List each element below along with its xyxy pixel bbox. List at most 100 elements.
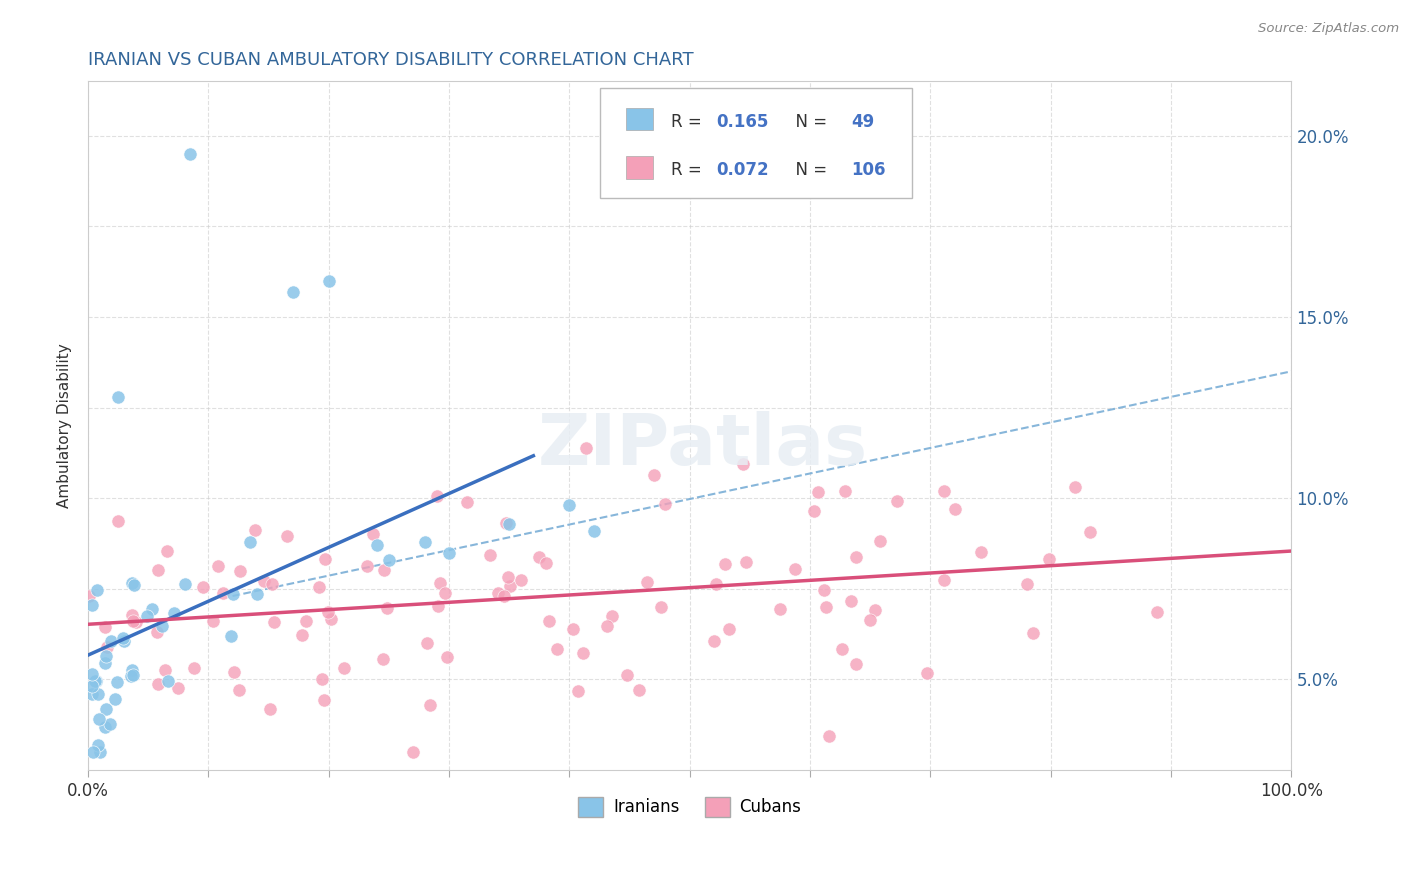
Point: [1038, 552, 1060, 566]
Point: [80, 598, 103, 612]
Point: [970, 545, 993, 559]
Point: [915, 665, 938, 680]
Text: N =: N =: [785, 161, 832, 179]
Point: [319, 612, 342, 626]
Point: [427, 599, 450, 613]
Point: [89, 745, 111, 759]
Point: [643, 467, 665, 482]
Point: [239, 535, 262, 549]
Point: [94, 656, 117, 670]
Point: [229, 564, 252, 578]
Point: [146, 676, 169, 690]
Point: [260, 577, 283, 591]
Point: [104, 691, 127, 706]
Text: N =: N =: [785, 113, 832, 131]
Point: [886, 494, 908, 508]
Point: [803, 504, 825, 518]
Point: [86, 673, 108, 688]
Point: [243, 523, 266, 537]
Point: [96, 640, 118, 654]
Point: [107, 674, 129, 689]
Point: [807, 484, 830, 499]
Point: [831, 641, 853, 656]
Point: [87, 687, 110, 701]
Point: [769, 602, 792, 616]
Point: [125, 615, 148, 629]
Point: [415, 636, 437, 650]
Point: [558, 499, 581, 513]
Point: [373, 563, 395, 577]
Point: [498, 516, 520, 531]
Point: [120, 669, 142, 683]
Point: [413, 534, 436, 549]
Text: 0.165: 0.165: [716, 113, 769, 131]
Point: [1146, 605, 1168, 619]
Point: [253, 574, 276, 588]
Point: [575, 441, 598, 455]
Point: [534, 556, 557, 570]
Point: [94, 620, 117, 634]
Point: [654, 497, 676, 511]
Point: [156, 673, 179, 688]
Bar: [626, 156, 652, 178]
Point: [183, 661, 205, 675]
Point: [121, 576, 143, 591]
Text: Source: ZipAtlas.com: Source: ZipAtlas.com: [1258, 22, 1399, 36]
Point: [817, 729, 839, 743]
Point: [419, 698, 441, 712]
Legend: Iranians, Cubans: Iranians, Cubans: [571, 790, 808, 823]
Point: [98, 717, 121, 731]
Point: [433, 586, 456, 600]
Point: [537, 614, 560, 628]
Point: [616, 668, 638, 682]
Point: [402, 745, 425, 759]
Point: [141, 602, 163, 616]
Point: [1078, 525, 1101, 540]
Point: [437, 545, 460, 559]
Point: [219, 628, 242, 642]
Point: [496, 570, 519, 584]
Point: [814, 600, 837, 615]
Point: [378, 553, 401, 567]
Point: [703, 634, 725, 648]
Point: [228, 682, 250, 697]
Point: [869, 534, 891, 549]
Point: [222, 665, 245, 679]
Point: [193, 580, 215, 594]
Point: [174, 577, 197, 591]
Point: [495, 516, 517, 530]
Text: R =: R =: [671, 113, 707, 131]
Point: [595, 618, 617, 632]
Point: [112, 633, 135, 648]
Point: [179, 146, 201, 161]
Point: [1063, 480, 1085, 494]
Point: [155, 663, 177, 677]
Point: [845, 657, 868, 671]
Point: [734, 555, 756, 569]
Point: [122, 668, 145, 682]
Point: [478, 548, 501, 562]
Point: [332, 661, 354, 675]
Point: [636, 575, 658, 590]
Point: [163, 607, 186, 621]
Text: 49: 49: [851, 113, 875, 131]
Point: [107, 514, 129, 528]
Point: [859, 613, 882, 627]
Point: [567, 683, 589, 698]
Point: [77, 589, 100, 603]
Point: [704, 577, 727, 591]
Point: [943, 502, 966, 516]
Point: [316, 606, 339, 620]
Point: [546, 642, 568, 657]
Point: [246, 587, 269, 601]
Point: [84, 674, 107, 689]
Point: [1015, 577, 1038, 591]
Point: [94, 649, 117, 664]
Point: [318, 274, 340, 288]
Text: 106: 106: [851, 161, 886, 179]
Point: [166, 681, 188, 695]
Point: [291, 628, 314, 642]
Point: [932, 483, 955, 498]
Point: [222, 587, 245, 601]
Point: [121, 608, 143, 623]
